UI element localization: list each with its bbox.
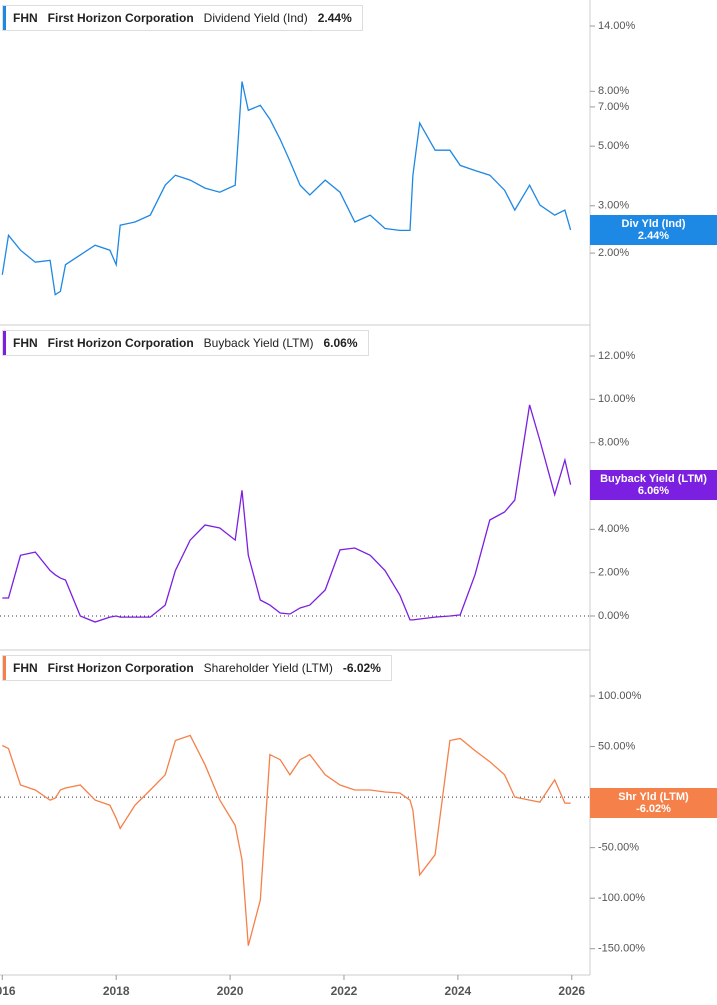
x-tick-label: 2026 <box>558 984 586 998</box>
y-tick-label: 10.00% <box>598 393 636 405</box>
ticker: FHN <box>13 11 38 25</box>
value-badge: Shr Yld (LTM) -6.02% <box>590 788 717 819</box>
y-tick-label: 0.00% <box>598 610 629 622</box>
ticker: FHN <box>13 336 38 350</box>
badge-label: Div Yld (Ind) <box>621 217 686 230</box>
x-tick-label: 2016 <box>0 984 16 998</box>
x-tick-label: 2024 <box>444 984 472 998</box>
y-tick-label: -100.00% <box>598 892 645 904</box>
y-tick-label: 2.00% <box>598 567 629 579</box>
company: First Horizon Corporation <box>47 336 194 350</box>
legend-header: FHN First Horizon Corporation Shareholder … <box>2 655 392 681</box>
badge-label: Shr Yld (LTM) <box>618 791 689 804</box>
series-line <box>2 404 572 623</box>
value-badge: Div Yld (Ind) 2.44% <box>590 214 717 245</box>
y-tick-label: 14.00% <box>598 20 636 32</box>
y-tick-label: -150.00% <box>598 943 645 955</box>
y-tick-label: 100.00% <box>598 690 642 702</box>
y-tick-label: 4.00% <box>598 523 629 535</box>
y-tick-label: 8.00% <box>598 85 629 97</box>
series-line <box>1 81 572 296</box>
series-name: Buyback Yield (LTM) <box>203 336 314 350</box>
legend-color <box>3 6 6 30</box>
legend-header: FHN First Horizon Corporation Buyback Yiel… <box>2 330 369 356</box>
x-tick-label: 2022 <box>330 984 358 998</box>
badge-label: Buyback Yield (LTM) <box>600 472 707 485</box>
y-tick-label: 7.00% <box>598 101 629 113</box>
y-tick-label: 3.00% <box>598 200 629 212</box>
last-value: 2.44% <box>317 11 352 25</box>
y-tick-label: -50.00% <box>598 842 639 854</box>
legend-color <box>3 331 6 355</box>
badge-value: -6.02% <box>636 803 671 816</box>
ticker: FHN <box>13 661 38 675</box>
legend-color <box>3 656 6 680</box>
y-tick-label: 50.00% <box>598 740 636 752</box>
series-name: Dividend Yield (Ind) <box>203 11 308 25</box>
y-tick-label: 8.00% <box>598 437 629 449</box>
x-tick-label: 2018 <box>102 984 130 998</box>
series-name: Shareholder Yield (LTM) <box>203 661 333 675</box>
badge-value: 6.06% <box>637 484 670 497</box>
value-badge: Buyback Yield (LTM) 6.06% <box>590 469 717 500</box>
series-line <box>2 734 571 946</box>
x-tick-label: 2020 <box>216 984 244 998</box>
y-tick-label: 2.00% <box>598 247 629 259</box>
y-tick-label: 5.00% <box>598 140 629 152</box>
legend-header: FHN First Horizon Corporation Dividend Yie… <box>2 5 363 31</box>
last-value: -6.02% <box>342 661 381 675</box>
y-tick-label: 12.00% <box>598 350 636 362</box>
company: First Horizon Corporation <box>47 11 194 25</box>
last-value: 6.06% <box>323 336 358 350</box>
company: First Horizon Corporation <box>47 661 194 675</box>
badge-value: 2.44% <box>637 229 670 242</box>
